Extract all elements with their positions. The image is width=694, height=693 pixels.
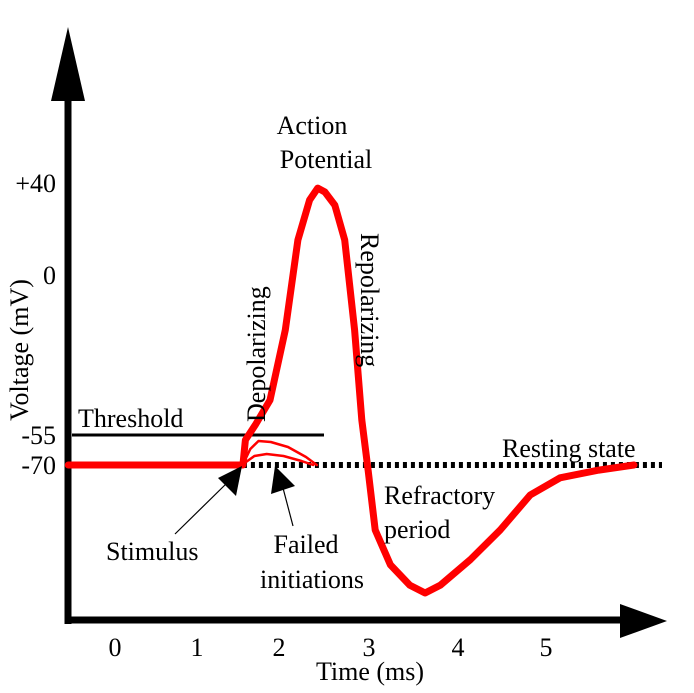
- stimulus-arrowhead: [218, 466, 242, 496]
- x-tick-label: 0: [109, 633, 122, 662]
- action-potential-label-line1: Action: [277, 111, 348, 140]
- y-tick-label: -55: [21, 421, 56, 450]
- y-tick-label: +40: [15, 169, 56, 198]
- resting-state-label: Resting state: [502, 434, 636, 463]
- x-tick-label: 5: [540, 633, 553, 662]
- failed-initiation-line: [243, 439, 319, 467]
- action-potential-label-line2: Potential: [280, 145, 372, 174]
- x-axis-label: Time (ms): [316, 657, 424, 686]
- failed-initiations-label-line2: initiations: [260, 565, 364, 594]
- x-tick-label: 1: [191, 633, 204, 662]
- action-potential-line: [64, 184, 638, 597]
- refractory-label-line2: period: [384, 515, 450, 544]
- repolarizing-label: Repolarizing: [355, 233, 384, 367]
- x-tick-label: 2: [273, 633, 286, 662]
- failed-initiations-label-line1: Failed: [274, 530, 339, 559]
- failed-initiation-line: [243, 452, 315, 467]
- y-tick-label: -70: [21, 451, 56, 480]
- failed-arrow-shaft: [282, 487, 294, 527]
- y-axis-label: Voltage (mV): [5, 279, 34, 421]
- depolarizing-label: Depolarizing: [242, 286, 271, 422]
- failed-arrowhead: [271, 466, 295, 494]
- threshold-label: Threshold: [78, 404, 183, 433]
- y-tick-label: 0: [43, 261, 56, 290]
- x-tick-label: 3: [363, 633, 376, 662]
- y-axis-arrowhead: [51, 27, 85, 101]
- stimulus-arrow-shaft: [174, 481, 229, 535]
- x-tick-label: 4: [452, 633, 465, 662]
- stimulus-label: Stimulus: [106, 537, 198, 566]
- refractory-label-line1: Refractory: [384, 481, 495, 510]
- x-axis-arrowhead: [620, 604, 667, 638]
